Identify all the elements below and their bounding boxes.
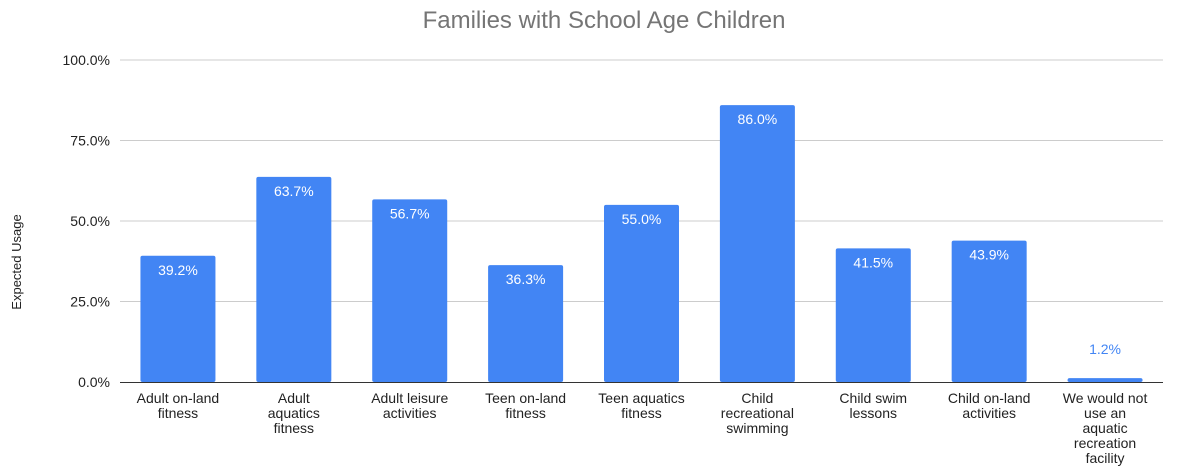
bar [835, 248, 911, 382]
bar [256, 176, 332, 382]
x-category-label: Adult [278, 390, 310, 406]
y-tick-label: 0.0% [78, 374, 110, 390]
x-category-label: Child [741, 390, 773, 406]
data-label: 1.2% [1089, 341, 1121, 357]
x-category-label: activities [383, 405, 437, 421]
bar [719, 105, 795, 382]
x-category-label: Child on-land [948, 390, 1031, 406]
data-label: 86.0% [738, 111, 778, 127]
category-labels: Adult on-landfitnessAdultaquaticsfitness… [137, 390, 1148, 466]
y-tick-label: 25.0% [70, 294, 110, 310]
data-label: 56.7% [390, 205, 430, 221]
x-category-label: Child swim [839, 390, 907, 406]
x-category-label: Adult on-land [137, 390, 220, 406]
bars [140, 105, 1143, 382]
x-category-label: fitness [621, 405, 661, 421]
y-axis-label: Expected Usage [9, 214, 24, 309]
x-category-label: Teen on-land [485, 390, 566, 406]
bar [1067, 378, 1143, 382]
bar [372, 199, 448, 382]
x-category-label: lessons [850, 405, 897, 421]
x-category-label: recreational [721, 405, 794, 421]
y-tick-label: 75.0% [70, 133, 110, 149]
y-tick-label: 50.0% [70, 213, 110, 229]
bar [951, 240, 1027, 382]
data-label: 36.3% [506, 271, 546, 287]
x-category-label: aquatic [1082, 420, 1127, 436]
y-tick-label: 100.0% [63, 52, 110, 68]
x-category-label: fitness [505, 405, 545, 421]
x-category-label: facility [1086, 450, 1125, 466]
data-label: 55.0% [622, 211, 662, 227]
data-label: 39.2% [158, 262, 198, 278]
x-category-label: Teen aquatics [598, 390, 684, 406]
x-category-label: swimming [726, 420, 788, 436]
x-category-label: use an [1084, 405, 1126, 421]
chart-title: Families with School Age Children [423, 7, 786, 34]
data-label: 63.7% [274, 183, 314, 199]
x-category-label: aquatics [268, 405, 320, 421]
bar [488, 265, 564, 382]
x-category-label: recreation [1074, 435, 1136, 451]
data-labels: 39.2% 63.7% 56.7% 36.3% 55.0% 86.0% 41.5% 43.9%… [158, 111, 1121, 357]
bar [140, 255, 216, 382]
x-category-label: fitness [158, 405, 198, 421]
data-label: 43.9% [969, 247, 1009, 263]
x-category-label: activities [962, 405, 1016, 421]
data-label: 41.5% [853, 254, 893, 270]
x-category-label: fitness [274, 420, 314, 436]
x-category-label: Adult leisure [371, 390, 448, 406]
x-category-label: We would not [1063, 390, 1148, 406]
bar [604, 204, 679, 382]
